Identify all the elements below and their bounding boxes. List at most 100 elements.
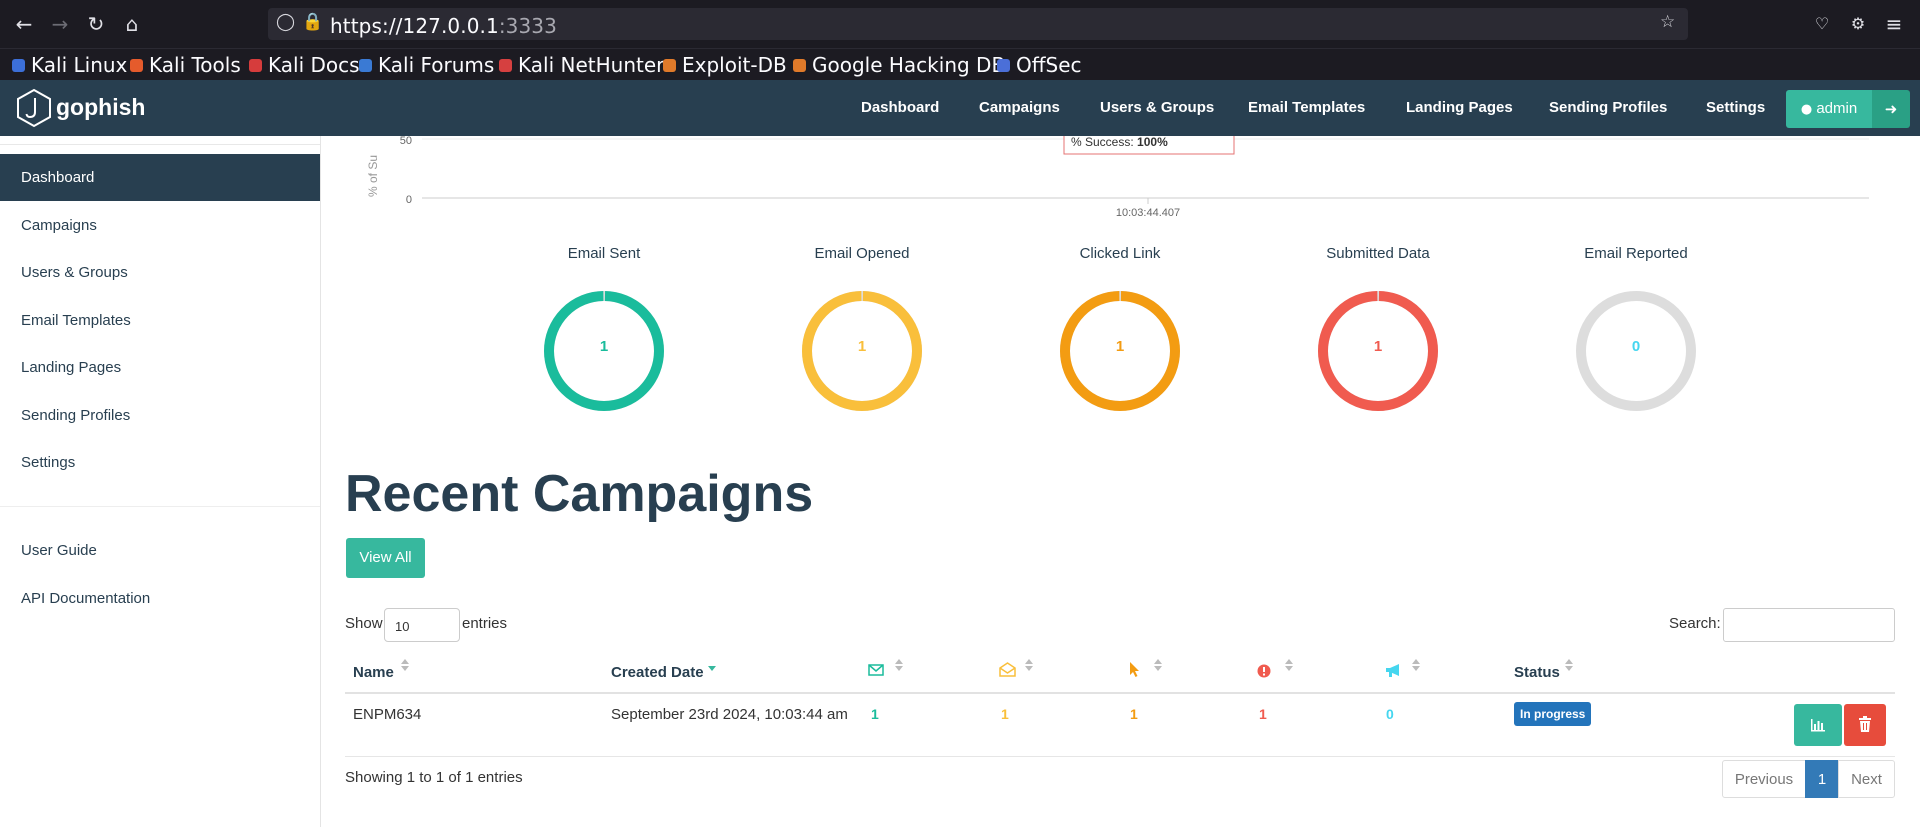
sidebar-item-landing-pages[interactable]: Landing Pages	[21, 359, 122, 376]
bookmark-label: Kali Docs	[268, 53, 360, 77]
campaign-opened-count: 1	[1001, 706, 1009, 722]
lock-icon[interactable]: 🔒	[302, 12, 324, 32]
sidebar-item-campaigns[interactable]: Campaigns	[21, 217, 97, 234]
campaign-name[interactable]: ENPM634	[353, 706, 422, 723]
menu-icon[interactable]: ≡	[1885, 12, 1903, 36]
sort-icon[interactable]	[1284, 656, 1294, 674]
sidebar-item-api-documentation[interactable]: API Documentation	[21, 590, 151, 607]
nav-settings[interactable]: Settings	[1706, 99, 1766, 116]
stat-value: 1	[600, 338, 608, 355]
bookmark-label: Kali NetHunter	[518, 53, 665, 77]
recent-campaigns-title: Recent Campaigns	[345, 465, 814, 523]
pointer-icon[interactable]	[1128, 661, 1141, 683]
view-results-button[interactable]	[1794, 704, 1842, 746]
sidebar-item-dashboard[interactable]: Dashboard	[0, 154, 320, 201]
sidebar-item-email-templates[interactable]: Email Templates	[21, 312, 131, 329]
stat-value: 0	[1632, 338, 1640, 355]
bookmark-favicon-icon	[499, 58, 512, 72]
column-header-created-date[interactable]: Created Date	[611, 664, 704, 681]
table-header-divider	[345, 692, 1895, 694]
donut-arc	[802, 291, 922, 411]
pocket-icon[interactable]: ♡	[1814, 14, 1830, 33]
timeline-tick-0: 0	[406, 194, 412, 206]
bookmarks-bar: Kali Linux Kali Tools Kali Docs Kali Forums…	[0, 48, 1920, 80]
exclamation-circle-icon[interactable]	[1257, 664, 1271, 683]
stat-donut: 1	[544, 291, 664, 411]
column-header-status[interactable]: Status	[1514, 664, 1560, 681]
nav-users-groups[interactable]: Users & Groups	[1100, 99, 1215, 116]
view-all-button[interactable]: View All	[346, 538, 425, 578]
bookmark-label: OffSec	[1016, 53, 1082, 77]
nav-email-templates[interactable]: Email Templates	[1248, 99, 1366, 116]
pagination-next[interactable]: Next	[1838, 760, 1895, 798]
nav-campaigns[interactable]: Campaigns	[979, 99, 1060, 116]
bookmark-label: Kali Forums	[378, 53, 495, 77]
bookmark-star-icon[interactable]: ☆	[1660, 12, 1676, 32]
back-icon[interactable]: ←	[15, 12, 33, 36]
shield-icon[interactable]: ◯	[276, 12, 296, 32]
reload-icon[interactable]: ↻	[87, 12, 105, 36]
nav-sending-profiles[interactable]: Sending Profiles	[1549, 99, 1668, 116]
gophish-logo-icon[interactable]	[16, 88, 52, 128]
bookmark-item[interactable]: OffSec	[997, 53, 1082, 77]
browser-toolbar: ← → ↻ ⌂ ◯ 🔒 https://127.0.0.1:3333 ☆ ♡ ⚙…	[0, 0, 1920, 48]
main-content: % of Su 50 0 10:03:44.407 % Success: 100…	[321, 136, 1920, 827]
top-navbar: gophish Dashboard Campaigns Users & Grou…	[0, 80, 1920, 136]
search-input[interactable]	[1723, 608, 1895, 642]
sort-icon[interactable]	[400, 656, 410, 674]
column-header-name[interactable]: Name	[353, 664, 394, 681]
pagination-previous[interactable]: Previous	[1722, 760, 1806, 798]
extensions-icon[interactable]: ⚙	[1850, 14, 1866, 33]
stat-donut: 1	[1060, 291, 1180, 411]
brand-name[interactable]: gophish	[56, 94, 146, 120]
bookmark-item[interactable]: Kali Linux	[12, 53, 127, 77]
bookmark-favicon-icon	[997, 58, 1010, 72]
sort-icon[interactable]	[1411, 656, 1421, 674]
nav-dashboard[interactable]: Dashboard	[861, 99, 940, 116]
entries-count-input[interactable]: 10	[384, 608, 460, 642]
bookmark-label: Kali Tools	[149, 53, 241, 77]
delete-campaign-button[interactable]	[1844, 704, 1886, 746]
stat-donut: 0	[1576, 291, 1696, 411]
logout-icon: ➜	[1884, 100, 1898, 118]
sidebar: Dashboard Campaigns Users & Groups Email…	[0, 136, 321, 827]
bookmark-item[interactable]: Kali Tools	[130, 53, 241, 77]
sort-icon[interactable]	[894, 656, 904, 674]
entries-label: entries	[462, 615, 508, 632]
nav-landing-pages[interactable]: Landing Pages	[1406, 99, 1513, 116]
status-badge: In progress	[1514, 702, 1592, 726]
campaign-sent-count: 1	[871, 706, 879, 722]
sort-icon[interactable]	[1564, 656, 1574, 674]
bookmark-item[interactable]: Google Hacking DB	[793, 53, 1005, 77]
url-bar[interactable]: ◯ 🔒 https://127.0.0.1:3333 ☆	[268, 8, 1688, 40]
bookmark-label: Kali Linux	[31, 53, 128, 77]
pagination-page-1[interactable]: 1	[1805, 760, 1839, 798]
sort-icon[interactable]	[1153, 656, 1163, 674]
bookmark-favicon-icon	[249, 58, 262, 72]
sidebar-item-users-groups[interactable]: Users & Groups	[21, 264, 128, 281]
bookmark-item[interactable]: Kali Forums	[359, 53, 494, 77]
timeline-y-label: % of Su	[366, 155, 380, 197]
forward-icon[interactable]: →	[51, 12, 69, 36]
admin-button[interactable]: ● admin	[1786, 90, 1872, 128]
url-text[interactable]: https://127.0.0.1:3333	[330, 14, 557, 38]
bookmark-item[interactable]: Kali Docs	[249, 53, 360, 77]
show-entries-label: Show	[345, 615, 383, 632]
bookmark-item[interactable]: Exploit-DB	[663, 53, 787, 77]
envelope-icon[interactable]	[868, 663, 884, 682]
donut-arc	[544, 291, 664, 411]
bookmark-item[interactable]: Kali NetHunter	[499, 53, 664, 77]
home-icon[interactable]: ⌂	[125, 12, 139, 36]
sidebar-item-user-guide[interactable]: User Guide	[21, 542, 97, 559]
stat-value: 1	[1116, 338, 1124, 355]
timeline-x-tick: 10:03:44.407	[1116, 207, 1180, 219]
logout-button[interactable]: ➜	[1872, 90, 1910, 128]
bullhorn-icon[interactable]	[1385, 663, 1403, 683]
trash-icon	[1859, 716, 1871, 732]
sidebar-item-sending-profiles[interactable]: Sending Profiles	[21, 407, 131, 424]
sort-desc-icon[interactable]	[707, 656, 717, 674]
sort-icon[interactable]	[1024, 656, 1034, 674]
envelope-open-icon[interactable]	[999, 661, 1016, 682]
sidebar-item-settings[interactable]: Settings	[21, 454, 76, 471]
search-label: Search:	[1669, 615, 1721, 632]
